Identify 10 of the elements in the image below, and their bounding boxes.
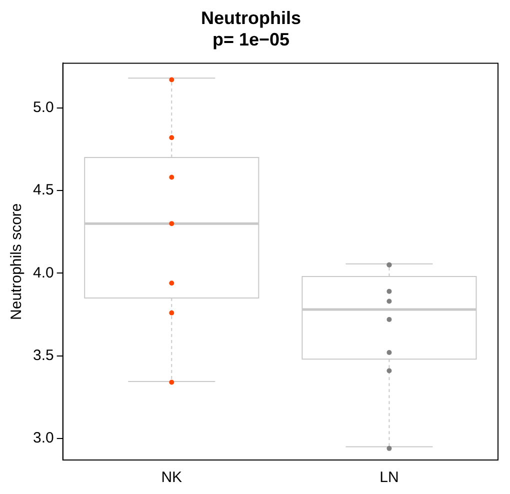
y-tick-label: 3.5 <box>32 346 54 364</box>
y-tick-label: 3.0 <box>32 430 54 447</box>
x-tick-label: NK <box>161 469 182 486</box>
chart-subtitle: p= 1e−05 <box>212 29 290 50</box>
y-tick-label: 5.0 <box>32 98 54 116</box>
y-tick-label: 4.5 <box>32 182 54 199</box>
chart-title: Neutrophils <box>200 8 302 28</box>
y-tick-label: 4.0 <box>32 264 54 282</box>
x-tick-label: LN <box>380 469 399 486</box>
y-axis-title: Neutrophils score <box>8 203 26 320</box>
